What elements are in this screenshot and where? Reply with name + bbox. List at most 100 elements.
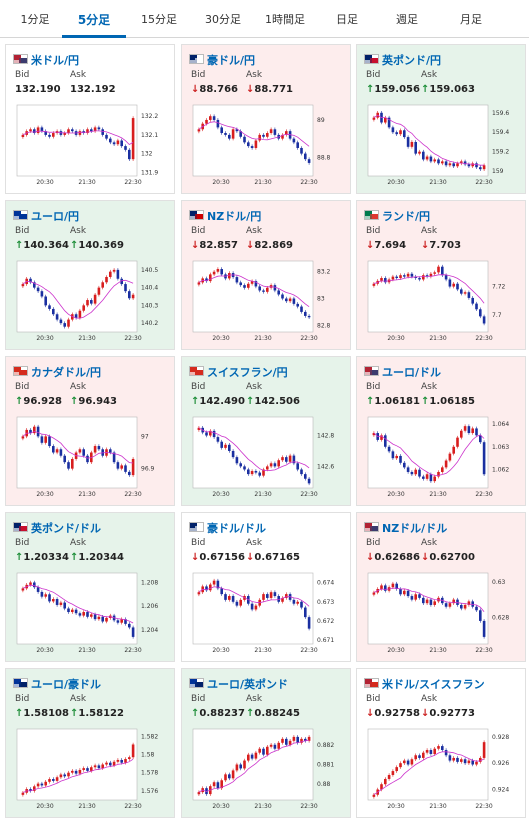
candle-body (456, 437, 459, 447)
rate-card[interactable]: ユーロ/ドル Bid Ask ↑1.06181 ↑1.06185 1.064 1.063 1.… (356, 356, 526, 506)
rate-card[interactable]: 米ドル/円 Bid Ask 132.190 132.192 132.2 132.1 132 13… (5, 44, 175, 194)
ask-price: 140.369 (78, 240, 124, 251)
price-chart[interactable]: 0.928 0.926 0.924 20:30 21:30 22:30 (366, 726, 518, 814)
candle-body (63, 774, 66, 777)
rate-card[interactable]: 豪ドル/円 Bid Ask ↓88.766 ↓88.771 89 88.8 20:30 21:3… (181, 44, 351, 194)
candle-body (36, 426, 40, 437)
ask-label: Ask (70, 226, 87, 236)
tab-4[interactable]: 1時間足 (265, 13, 305, 26)
candle-body (467, 760, 471, 764)
candle-body (33, 582, 36, 588)
candle-body (273, 129, 277, 135)
pair-title[interactable]: 豪ドル/ドル (207, 522, 267, 535)
candle-body (116, 759, 120, 762)
candle-body (120, 140, 123, 147)
candle-body (97, 765, 101, 769)
pair-title[interactable]: NZドル/ドル (382, 522, 448, 535)
pair-title[interactable]: 英ポンド/ドル (31, 522, 102, 535)
rate-card[interactable]: 米ドル/スイスフラン Bid Ask ↓0.92758 ↓0.92773 0.928 0.9… (356, 668, 526, 818)
rate-card[interactable]: 英ポンド/円 Bid Ask ↑159.056 ↑159.063 159.6 159.4 15… (356, 44, 526, 194)
x-tick-label: 22:30 (124, 491, 141, 498)
up-arrow-icon: ↑ (366, 84, 375, 95)
rate-card[interactable]: 豪ドル/ドル Bid Ask ↓0.67156 ↓0.67165 0.674 0.673 0.… (181, 512, 351, 662)
tab-5[interactable]: 日足 (336, 13, 358, 26)
candle-body (197, 282, 201, 285)
x-tick-label: 20:30 (36, 491, 53, 498)
rate-card[interactable]: 英ポンド/ドル Bid Ask ↑1.20334 ↑1.20344 1.208 1.206 1… (5, 512, 175, 662)
tab-6[interactable]: 週足 (396, 13, 418, 26)
bid-price: 0.62686 (374, 552, 420, 563)
pair-title[interactable]: ユーロ/豪ドル (31, 678, 102, 691)
rate-card[interactable]: スイスフラン/円 Bid Ask ↑142.490 ↑142.506 142.8 142.6… (181, 356, 351, 506)
candle-body (93, 765, 97, 768)
rate-card[interactable]: ユーロ/円 Bid Ask ↑140.364 ↑140.369 140.5 140.4 140… (5, 200, 175, 350)
bid-price: 0.92758 (374, 708, 420, 719)
candle-body (266, 287, 269, 292)
price-chart[interactable]: 1.208 1.206 1.204 20:30 21:30 22:30 (15, 570, 167, 658)
price-chart[interactable]: 7.72 7.7 20:30 21:30 22:30 (366, 258, 518, 346)
tab-7[interactable]: 月足 (460, 13, 482, 26)
price-chart[interactable]: 142.8 142.6 20:30 21:30 22:30 (191, 414, 343, 502)
bid-label: Bid (15, 694, 30, 704)
candle-body (304, 607, 307, 618)
price-chart[interactable]: 159.6 159.4 159.2 159 20:30 21:30 22:30 (366, 102, 518, 190)
x-tick-label: 20:30 (387, 803, 404, 810)
tab-2[interactable]: 15分足 (141, 13, 177, 26)
candle-body (205, 278, 208, 282)
price-chart[interactable]: 0.63 0.628 20:30 21:30 22:30 (366, 570, 518, 658)
rate-card[interactable]: ランド/円 Bid Ask ↓7.694 ↓7.703 7.72 7.7 20:30 21:30… (356, 200, 526, 350)
pair-title[interactable]: カナダドル/円 (31, 366, 102, 379)
candle-body (74, 314, 78, 318)
pair-title[interactable]: NZドル/円 (207, 210, 262, 223)
candle-body (231, 770, 235, 779)
y-tick-label: 1.204 (141, 627, 158, 634)
candle-body (63, 602, 66, 609)
rate-card[interactable]: ユーロ/豪ドル Bid Ask ↑1.58108 ↑1.58122 1.582 1.58 1.… (5, 668, 175, 818)
candle-body (441, 161, 444, 164)
pair-title[interactable]: ランド/円 (382, 210, 431, 223)
pair-title[interactable]: ユーロ/ドル (382, 366, 442, 379)
price-chart[interactable]: 1.064 1.063 1.062 20:30 21:30 22:30 (366, 414, 518, 502)
rate-card[interactable]: NZドル/円 Bid Ask ↓82.857 ↓82.869 83.2 83 82.8 20:3… (181, 200, 351, 350)
pair-title[interactable]: 英ポンド/円 (382, 54, 442, 67)
rate-card[interactable]: NZドル/ドル Bid Ask ↓0.62686 ↓0.62700 0.63 0.628 20… (356, 512, 526, 662)
tab-3[interactable]: 30分足 (205, 13, 241, 26)
down-arrow-icon: ↓ (246, 552, 255, 563)
candle-body (243, 760, 246, 769)
pair-title[interactable]: 米ドル/スイスフラン (382, 678, 485, 691)
pair-title[interactable]: ユーロ/円 (31, 210, 80, 223)
pair-title[interactable]: 豪ドル/円 (207, 54, 256, 67)
rate-card[interactable]: ユーロ/英ポンド Bid Ask ↑0.88237 ↑0.88245 0.882 0.881… (181, 668, 351, 818)
tab-1[interactable]: 5分足 (62, 0, 126, 38)
candle-body (448, 163, 452, 166)
pair-title[interactable]: ユーロ/英ポンド (207, 678, 289, 691)
price-chart[interactable]: 83.2 83 82.8 20:30 21:30 22:30 (191, 258, 343, 346)
candle-body (247, 754, 250, 761)
price-chart[interactable]: 1.582 1.58 1.578 1.576 20:30 21:30 22:30 (15, 726, 167, 814)
pair-title[interactable]: スイスフラン/円 (207, 366, 288, 379)
rate-card[interactable]: カナダドル/円 Bid Ask ↑96.928 ↑96.943 97 96.9 20:30 21… (5, 356, 175, 506)
candle-body (48, 779, 51, 782)
candle-body (44, 436, 47, 443)
tab-0[interactable]: 1分足 (20, 13, 50, 26)
price-chart[interactable]: 97 96.9 20:30 21:30 22:30 (15, 414, 167, 502)
candle-body (120, 759, 123, 763)
plot-area (16, 572, 138, 645)
candle-body (90, 129, 93, 132)
price-chart[interactable]: 140.5 140.4 140.3 140.2 20:30 21:30 22:30 (15, 258, 167, 346)
price-chart[interactable]: 89 88.8 20:30 21:30 22:30 (191, 102, 343, 190)
price-chart[interactable]: 0.882 0.881 0.88 20:30 21:30 22:30 (191, 726, 343, 814)
candle-body (101, 129, 104, 135)
price-chart[interactable]: 0.674 0.673 0.672 0.671 20:30 21:30 22:30 (191, 570, 343, 658)
candle-body (444, 750, 448, 756)
candle-body (93, 127, 97, 132)
candle-body (300, 601, 303, 608)
candle-body (441, 467, 444, 472)
price-chart[interactable]: 132.2 132.1 132 131.9 20:30 21:30 22:30 (15, 102, 167, 190)
candle-body (29, 582, 32, 585)
candle-body (285, 738, 288, 745)
candle-body (224, 774, 227, 781)
pair-title[interactable]: 米ドル/円 (31, 54, 80, 67)
candle-body (82, 612, 85, 616)
candle-body (437, 746, 440, 749)
